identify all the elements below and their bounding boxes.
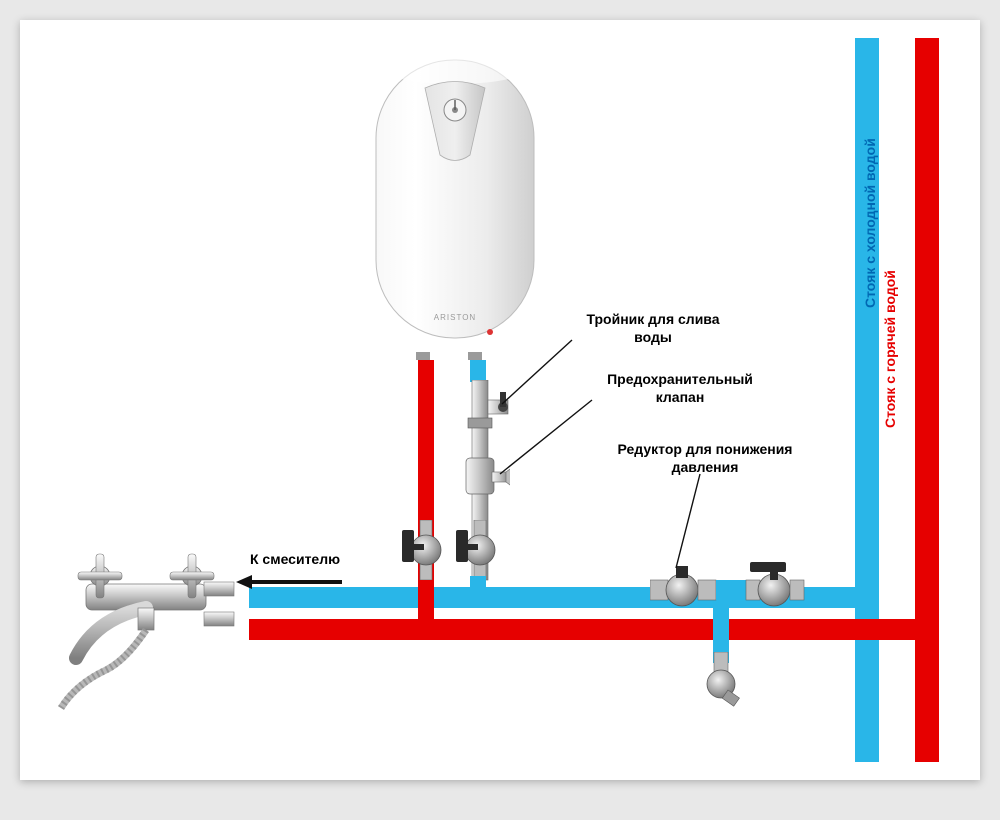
valve-hot-drop	[398, 520, 454, 580]
arrow-to-mixer	[236, 572, 346, 592]
label-reducer: Редуктор для понижения давления	[590, 440, 820, 476]
cold-drop	[470, 360, 486, 382]
diagram-canvas: Стояк с холодной водой Стояк с горячей в…	[20, 20, 980, 780]
label-tee: Тройник для слива воды	[558, 310, 748, 346]
hot-riser	[915, 38, 939, 762]
svg-text:ARISTON: ARISTON	[434, 313, 476, 322]
cold-drop-to-main	[470, 576, 486, 591]
label-to-mixer: К смесителю	[250, 550, 390, 568]
water-heater: ARISTON	[370, 40, 540, 360]
hot-horizontal	[249, 619, 939, 640]
valve-cold-drop	[452, 520, 508, 580]
lower-filter	[696, 652, 746, 712]
label-safety: Предохранительный клапан	[580, 370, 780, 406]
hot-riser-label: Стояк с горячей водой	[882, 208, 898, 428]
hot-drop	[418, 360, 434, 619]
cold-riser-label: Стояк с холодной водой	[862, 88, 878, 308]
line-reducer	[670, 472, 710, 572]
line-safety	[498, 398, 598, 478]
mixer-faucet	[38, 522, 238, 712]
